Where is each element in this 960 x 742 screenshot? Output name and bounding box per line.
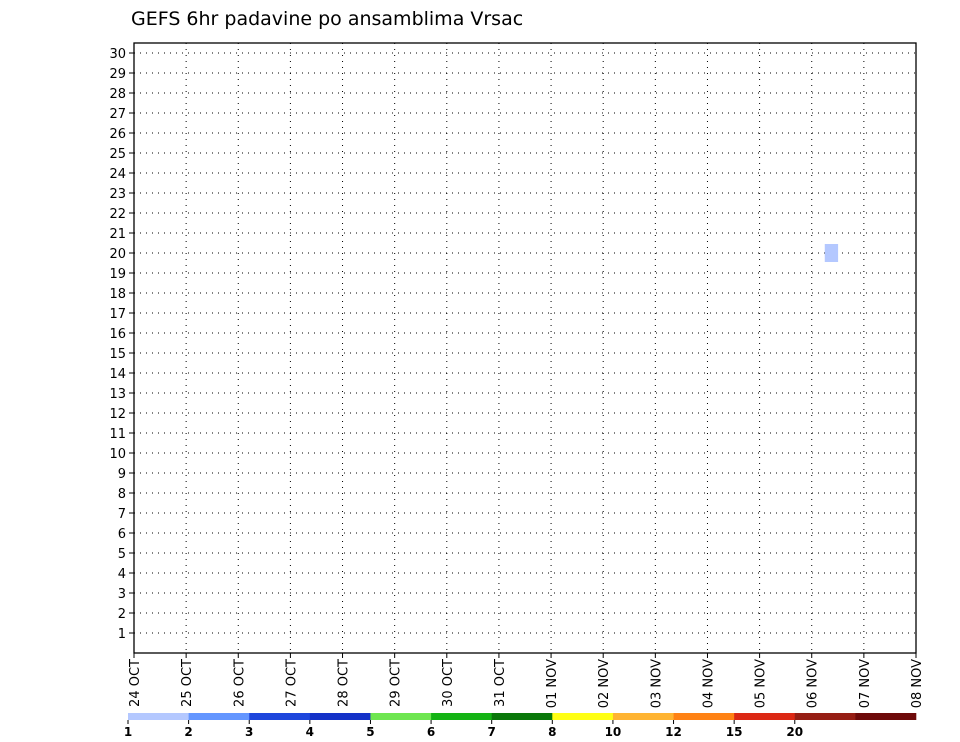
colorbar-label: 15 [726,725,743,739]
x-tick-label: 05 NOV [754,659,769,708]
precip-cell-m20-s53 [824,244,839,262]
x-tick-label: 07 NOV [858,659,873,708]
y-tick-label: 18 [109,287,126,302]
x-tick-label: 02 NOV [597,659,612,708]
colorbar-swatch [431,713,492,720]
x-tick-label: 06 NOV [806,659,821,708]
x-tick-label: 28 OCT [337,659,352,707]
chart-title: GEFS 6hr padavine po ansamblima Vrsac [131,8,523,30]
y-tick-label: 28 [109,87,126,102]
colorbar-swatch [249,713,311,720]
x-tick-label: 04 NOV [701,659,716,708]
colorbar-label: 6 [427,725,435,739]
y-tick-label: 23 [109,187,126,202]
colorbar-swatch [794,713,856,720]
y-tick-label: 1 [118,627,126,642]
x-tick-label: 27 OCT [284,659,299,707]
colorbar-swatch [491,713,553,720]
y-tick-label: 6 [118,527,126,542]
y-tick-label: 25 [109,147,126,162]
colorbar-label: 4 [306,725,314,739]
y-tick-label: 24 [109,167,126,182]
colorbar-label: 8 [548,725,556,739]
x-tick-label: 01 NOV [545,659,560,708]
y-tick-label: 4 [118,567,126,582]
x-tick-label: 29 OCT [389,659,404,707]
y-tick-label: 16 [109,327,126,342]
x-tick-label: 08 NOV [910,659,925,708]
colorbar-label: 1 [124,725,132,739]
colorbar-swatch [188,713,250,720]
y-axis: 1234567891011121314151617181920212223242… [109,47,134,642]
colorbar: 1 2 3 4 5 6 7 8 10 12 15 20 [124,713,917,739]
colorbar-label: 12 [665,725,682,739]
grid-lines [133,43,917,653]
colorbar-swatch [370,713,432,720]
colorbar-label: 5 [366,725,374,739]
colorbar-label: 10 [605,725,622,739]
x-tick-label: 25 OCT [180,659,195,707]
x-axis: 24 OCT 25 OCT 26 OCT 27 OCT 28 OCT 29 OCT 30 O… [128,653,925,708]
colorbar-swatch [552,713,614,720]
y-tick-label: 12 [109,407,126,422]
y-tick-label: 13 [109,387,126,402]
x-tick-label: 30 OCT [441,659,456,707]
colorbar-label: 7 [488,725,496,739]
plot-frame [133,42,917,654]
y-tick-label: 17 [109,307,126,322]
colorbar-swatch [309,713,371,720]
y-tick-label: 26 [109,127,126,142]
colorbar-swatch [734,713,796,720]
y-tick-label: 5 [118,547,126,562]
y-tick-label: 8 [118,487,126,502]
y-tick-label: 9 [118,467,126,482]
colorbar-label: 3 [245,725,253,739]
y-tick-label: 30 [109,47,126,62]
x-tick-label: 24 OCT [128,659,143,707]
y-tick-label: 21 [109,227,126,242]
y-tick-label: 15 [109,347,126,362]
colorbar-swatch [612,713,674,720]
y-tick-label: 22 [109,207,126,222]
y-tick-label: 29 [109,67,126,82]
y-tick-label: 14 [109,367,126,382]
x-tick-label: 31 OCT [493,659,508,707]
y-tick-label: 27 [109,107,126,122]
x-tick-label: 03 NOV [649,659,664,708]
colorbar-label: 20 [786,725,803,739]
y-tick-label: 19 [109,267,126,282]
y-tick-label: 11 [109,427,126,442]
colorbar-label: 2 [184,725,192,739]
colorbar-swatch [855,713,917,720]
y-tick-label: 7 [118,507,126,522]
precipitation-cells [824,244,839,262]
y-tick-label: 10 [109,447,126,462]
colorbar-swatch [128,713,189,720]
x-tick-label: 26 OCT [232,659,247,707]
y-tick-label: 3 [118,587,126,602]
y-tick-label: 20 [109,247,126,262]
colorbar-swatch [673,713,735,720]
y-tick-label: 2 [118,607,126,622]
